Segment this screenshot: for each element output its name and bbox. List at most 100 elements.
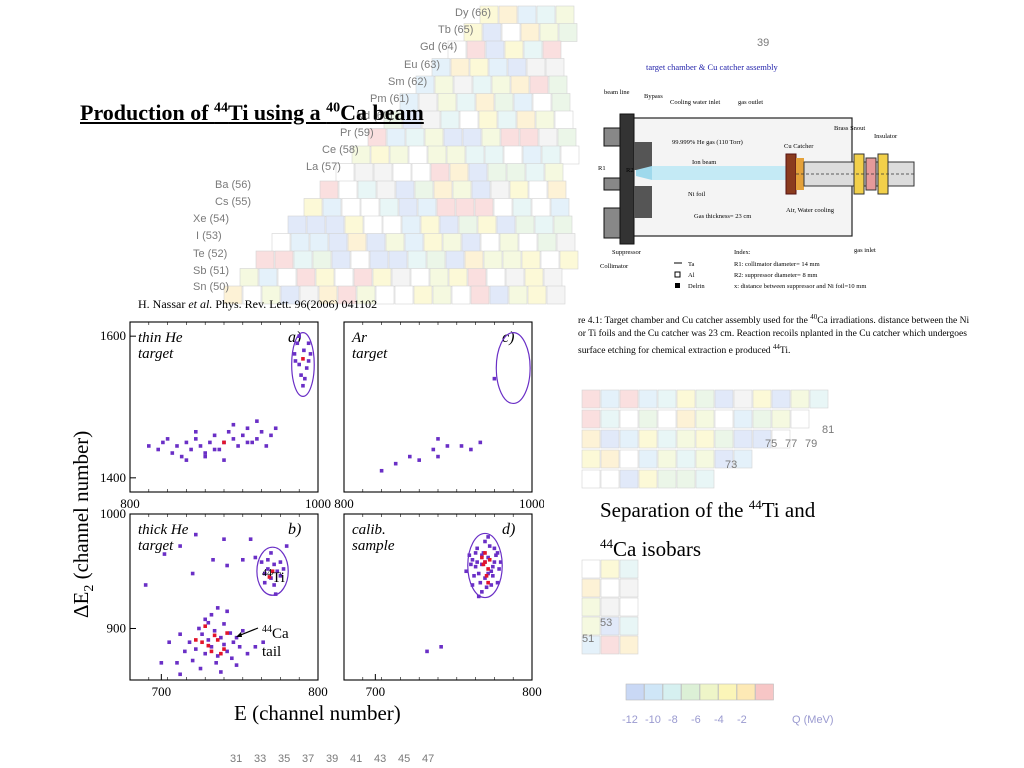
nuclide-cell bbox=[733, 389, 753, 409]
nuclide-cell bbox=[509, 180, 529, 200]
nuclide-cell bbox=[502, 250, 522, 270]
nuclide-cell bbox=[433, 180, 453, 200]
nuclide-cell bbox=[600, 616, 620, 636]
nuclide-cell bbox=[356, 285, 376, 305]
nuclide-cell bbox=[318, 285, 338, 305]
nuclide-cell bbox=[559, 250, 579, 270]
data-point bbox=[476, 571, 481, 576]
element-label: Dy (66) bbox=[455, 7, 491, 19]
data-point bbox=[234, 635, 239, 640]
nuclide-cell bbox=[519, 128, 539, 147]
nuclide-cell bbox=[600, 578, 620, 598]
data-point bbox=[303, 376, 307, 381]
nuclide-cell bbox=[771, 389, 791, 409]
nuclide-cell bbox=[714, 389, 734, 409]
data-point bbox=[475, 560, 479, 564]
nuclide-cell bbox=[382, 215, 402, 235]
nuclide-cell bbox=[638, 469, 658, 489]
nuclide-cell bbox=[504, 40, 524, 60]
legend-label: -8 bbox=[668, 714, 678, 726]
apparatus-index-list: Ta R1: collimator diameter= 14 mm Al R2:… bbox=[674, 261, 866, 290]
data-point bbox=[231, 422, 236, 427]
number-label: 43 bbox=[374, 753, 386, 765]
index-mat: Ta bbox=[688, 261, 695, 268]
legend-label: -6 bbox=[691, 714, 701, 726]
x-tick-label: 800 bbox=[522, 684, 542, 699]
nuclide-cell bbox=[223, 285, 243, 305]
data-point bbox=[175, 661, 179, 665]
data-point bbox=[484, 585, 489, 590]
data-point bbox=[262, 580, 267, 585]
nuclide-cell bbox=[271, 233, 291, 252]
nuclide-cell bbox=[600, 429, 620, 449]
nuclide-cell bbox=[657, 389, 677, 409]
nuclide-cell bbox=[424, 128, 444, 147]
data-point bbox=[472, 574, 476, 578]
nuclide-cell bbox=[372, 268, 392, 287]
x-axis-label: E (channel number) bbox=[234, 701, 401, 725]
nuclide-cell bbox=[493, 198, 513, 217]
data-point bbox=[436, 454, 440, 459]
scatter-panel-d: 700 800 calib. sample d) bbox=[343, 513, 542, 699]
panel-frame bbox=[343, 321, 533, 493]
data-point bbox=[215, 606, 220, 610]
data-point bbox=[486, 567, 490, 571]
nuclide-cell bbox=[489, 285, 509, 305]
data-point bbox=[473, 564, 478, 569]
data-point bbox=[272, 562, 276, 567]
nuclide-cell bbox=[319, 180, 339, 200]
nuclide-cell bbox=[401, 215, 421, 235]
index-mat: Delrin bbox=[688, 283, 705, 290]
nuclide-cell bbox=[581, 409, 601, 429]
data-point bbox=[491, 574, 495, 578]
data-point bbox=[194, 437, 198, 441]
data-point bbox=[183, 649, 187, 654]
data-point bbox=[219, 635, 223, 640]
nuclide-cell bbox=[437, 93, 457, 112]
label-r2: R2 bbox=[626, 167, 634, 174]
nuclide-cell bbox=[337, 285, 357, 305]
legend-swatch bbox=[644, 683, 663, 701]
nuclide-cell bbox=[790, 409, 810, 429]
legend-swatch bbox=[718, 683, 737, 701]
x-tick-label: 700 bbox=[366, 684, 386, 699]
data-point bbox=[469, 562, 473, 567]
nuclide-cell bbox=[560, 145, 580, 165]
nuclide-cell bbox=[467, 268, 487, 287]
label-cooling: Cooling water inlet bbox=[670, 99, 720, 106]
panel-frame bbox=[129, 513, 319, 681]
nuclide-cell bbox=[453, 75, 473, 95]
element-label: La (57) bbox=[306, 161, 341, 173]
nuclide-cell bbox=[452, 180, 472, 200]
nuclide-cell bbox=[436, 198, 456, 217]
gate-ellipse bbox=[467, 532, 503, 599]
legend-label: -10 bbox=[645, 714, 661, 726]
nuclide-cell bbox=[386, 128, 406, 147]
data-point bbox=[478, 580, 483, 585]
nuclide-cell bbox=[619, 635, 639, 655]
nuclide-cell bbox=[619, 469, 639, 489]
data-point bbox=[483, 539, 487, 544]
nuclide-cell bbox=[534, 215, 554, 235]
nuclide-cell bbox=[714, 449, 734, 469]
nuclide-cell bbox=[411, 163, 431, 182]
nuclide-cell bbox=[714, 429, 734, 449]
data-point bbox=[270, 569, 275, 574]
data-point bbox=[253, 555, 258, 560]
data-point bbox=[253, 645, 258, 649]
data-point bbox=[222, 440, 226, 445]
data-point bbox=[208, 440, 212, 445]
data-point bbox=[272, 583, 276, 587]
data-point bbox=[175, 444, 179, 448]
data-point bbox=[445, 444, 450, 448]
nuclide-cell bbox=[462, 128, 482, 147]
nuclide-cell bbox=[366, 233, 386, 252]
nuclide-cell bbox=[536, 5, 556, 25]
nuclide-cell bbox=[529, 75, 549, 95]
nuclide-cell bbox=[512, 198, 532, 217]
nuclide-cell bbox=[790, 389, 810, 409]
nuclide-cell bbox=[315, 268, 335, 287]
nuclide-cell bbox=[546, 285, 566, 305]
nuclide-cell bbox=[500, 128, 520, 147]
